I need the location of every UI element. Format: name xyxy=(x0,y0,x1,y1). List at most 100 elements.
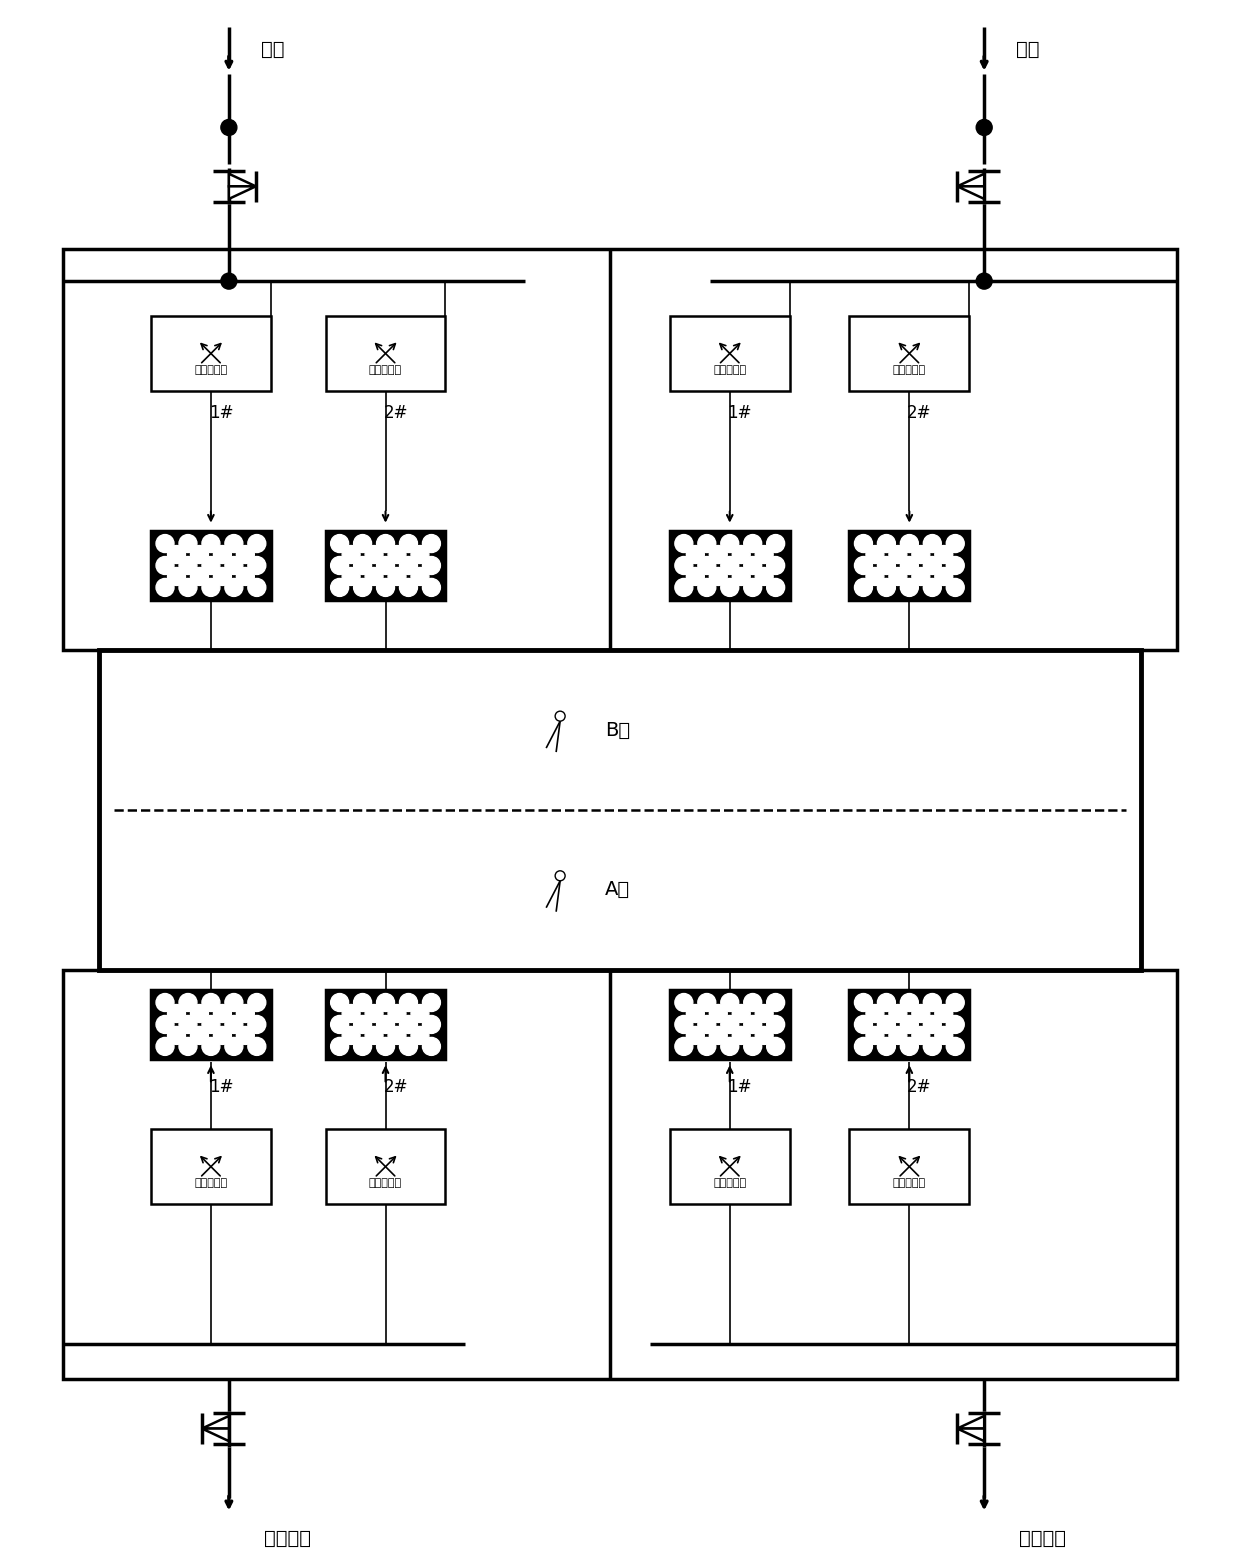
Circle shape xyxy=(399,556,418,575)
Circle shape xyxy=(866,567,884,586)
Polygon shape xyxy=(202,1416,229,1428)
Circle shape xyxy=(720,1037,739,1055)
Circle shape xyxy=(399,1015,418,1034)
Circle shape xyxy=(221,272,237,290)
Polygon shape xyxy=(229,174,255,186)
Circle shape xyxy=(946,578,965,597)
Circle shape xyxy=(224,993,243,1012)
Text: 1#: 1# xyxy=(208,1079,233,1096)
Circle shape xyxy=(687,545,704,564)
Circle shape xyxy=(213,545,232,564)
Circle shape xyxy=(377,1037,394,1055)
Circle shape xyxy=(889,1026,906,1045)
Bar xyxy=(99,650,1141,969)
Circle shape xyxy=(399,534,418,553)
Circle shape xyxy=(720,993,739,1012)
Circle shape xyxy=(248,556,265,575)
Circle shape xyxy=(854,1015,873,1034)
Circle shape xyxy=(733,567,750,586)
Text: 1#: 1# xyxy=(728,404,751,421)
Polygon shape xyxy=(229,186,255,199)
Circle shape xyxy=(399,1037,418,1055)
Circle shape xyxy=(946,1015,965,1034)
Circle shape xyxy=(675,1037,693,1055)
Circle shape xyxy=(224,578,243,597)
Circle shape xyxy=(935,567,952,586)
Circle shape xyxy=(935,545,952,564)
Circle shape xyxy=(410,1004,429,1023)
Circle shape xyxy=(365,545,383,564)
Circle shape xyxy=(755,545,774,564)
Circle shape xyxy=(331,1037,348,1055)
Polygon shape xyxy=(957,174,985,186)
Circle shape xyxy=(946,534,965,553)
Circle shape xyxy=(423,534,440,553)
Circle shape xyxy=(179,578,197,597)
Circle shape xyxy=(388,1026,405,1045)
Circle shape xyxy=(698,1037,715,1055)
Circle shape xyxy=(202,534,219,553)
Circle shape xyxy=(900,534,919,553)
Circle shape xyxy=(342,567,360,586)
Bar xyxy=(63,249,1177,650)
Circle shape xyxy=(237,567,254,586)
Circle shape xyxy=(156,534,174,553)
Circle shape xyxy=(377,993,394,1012)
Circle shape xyxy=(342,1026,360,1045)
Circle shape xyxy=(331,578,348,597)
Circle shape xyxy=(353,578,372,597)
Circle shape xyxy=(331,1015,348,1034)
Text: 空气: 空气 xyxy=(1016,41,1039,60)
Bar xyxy=(151,1129,270,1204)
Circle shape xyxy=(687,567,704,586)
Circle shape xyxy=(675,556,693,575)
Circle shape xyxy=(878,1015,895,1034)
Circle shape xyxy=(248,578,265,597)
Circle shape xyxy=(237,1026,254,1045)
Circle shape xyxy=(202,578,219,597)
Text: B侧: B侧 xyxy=(605,720,630,739)
Text: 1#: 1# xyxy=(728,1079,751,1096)
Circle shape xyxy=(342,545,360,564)
Circle shape xyxy=(224,1037,243,1055)
Circle shape xyxy=(744,1037,761,1055)
Circle shape xyxy=(388,545,405,564)
Text: 煤气换向阀: 煤气换向阀 xyxy=(195,365,227,374)
Circle shape xyxy=(755,1004,774,1023)
Circle shape xyxy=(423,1015,440,1034)
Circle shape xyxy=(878,1037,895,1055)
Circle shape xyxy=(248,993,265,1012)
Bar xyxy=(670,1129,790,1204)
Circle shape xyxy=(377,578,394,597)
Circle shape xyxy=(687,1004,704,1023)
Text: 煤气换向阀: 煤气换向阀 xyxy=(370,1178,402,1189)
Circle shape xyxy=(248,534,265,553)
Circle shape xyxy=(924,578,941,597)
Circle shape xyxy=(854,993,873,1012)
Circle shape xyxy=(377,556,394,575)
Circle shape xyxy=(766,993,785,1012)
Circle shape xyxy=(709,1026,727,1045)
Bar xyxy=(326,316,445,392)
Circle shape xyxy=(854,534,873,553)
Circle shape xyxy=(675,1015,693,1034)
Circle shape xyxy=(377,1015,394,1034)
Circle shape xyxy=(733,1004,750,1023)
Circle shape xyxy=(202,1015,219,1034)
Circle shape xyxy=(766,1037,785,1055)
Polygon shape xyxy=(957,1416,985,1428)
Circle shape xyxy=(423,1037,440,1055)
Text: 2#: 2# xyxy=(383,1079,408,1096)
Text: A侧: A侧 xyxy=(605,880,630,899)
Circle shape xyxy=(191,545,208,564)
Circle shape xyxy=(720,578,739,597)
Circle shape xyxy=(900,556,919,575)
Circle shape xyxy=(889,545,906,564)
Circle shape xyxy=(237,1004,254,1023)
Text: 煤气: 煤气 xyxy=(260,41,284,60)
Circle shape xyxy=(878,534,895,553)
Circle shape xyxy=(766,578,785,597)
Circle shape xyxy=(423,556,440,575)
Circle shape xyxy=(744,578,761,597)
Text: 空气换向阀: 空气换向阀 xyxy=(713,365,746,374)
